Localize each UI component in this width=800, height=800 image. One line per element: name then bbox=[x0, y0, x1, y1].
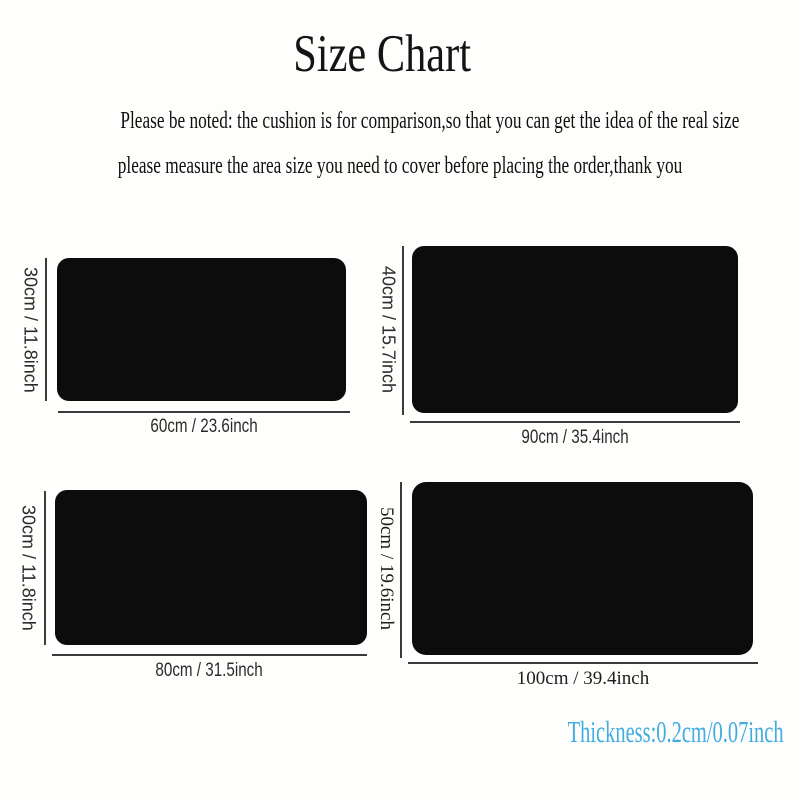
size-swatch bbox=[412, 246, 738, 413]
note-line-1: Please be noted: the cushion is for comp… bbox=[120, 108, 740, 134]
height-measure-line bbox=[402, 246, 404, 415]
size-swatch bbox=[55, 490, 367, 645]
width-label: 60cm / 23.6inch bbox=[150, 416, 258, 437]
height-measure-line bbox=[400, 482, 402, 658]
note-line-2: please measure the area size you need to… bbox=[117, 153, 683, 179]
height-label: 40cm / 15.7inch bbox=[378, 265, 399, 394]
thickness-label: Thickness:0.2cm/0.07inch bbox=[568, 714, 784, 749]
width-measure-line bbox=[58, 411, 350, 413]
height-label: 50cm / 19.6inch bbox=[376, 507, 397, 630]
width-measure-line bbox=[52, 654, 367, 656]
height-label: 30cm / 11.8inch bbox=[18, 504, 39, 631]
page-title-text: Size Chart bbox=[293, 25, 471, 83]
width-label: 100cm / 39.4inch bbox=[516, 668, 650, 689]
size-swatch bbox=[57, 258, 346, 401]
width-label: 90cm / 35.4inch bbox=[521, 427, 629, 448]
height-measure-line bbox=[45, 258, 47, 401]
width-measure-line bbox=[410, 421, 740, 423]
size-swatch bbox=[412, 482, 753, 655]
height-measure-line bbox=[44, 491, 46, 645]
page-title: Size Chart bbox=[0, 24, 800, 84]
width-measure-line bbox=[408, 662, 758, 664]
width-label: 80cm / 31.5inch bbox=[155, 660, 264, 681]
height-label: 30cm / 11.8inch bbox=[20, 266, 41, 393]
